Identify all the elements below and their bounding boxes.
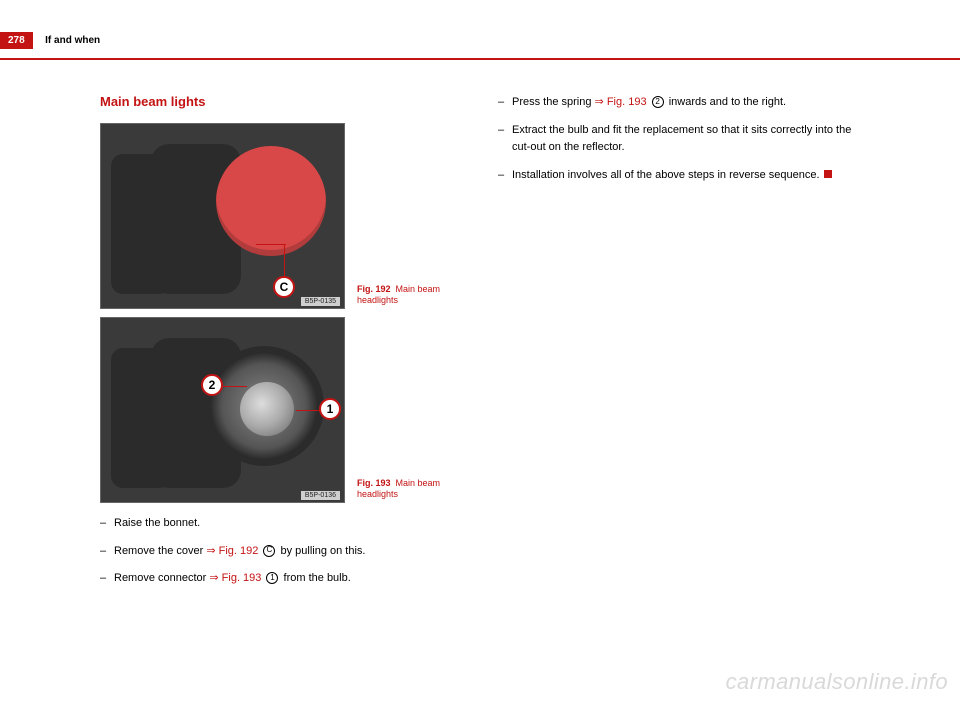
section-label: If and when — [45, 35, 100, 46]
left-steps-list: Raise the bonnet. Remove the cover ⇒ Fig… — [100, 515, 470, 588]
callout-2: 2 — [201, 374, 223, 396]
page-number-badge: 278 — [0, 32, 33, 49]
figure-192-caption: Fig. 192 Main beam headlights — [357, 284, 452, 307]
fig-reference: ⇒ Fig. 192 — [206, 545, 258, 557]
list-item: Press the spring ⇒ Fig. 193 2 inwards an… — [498, 94, 868, 112]
callout-ref-2: 2 — [652, 96, 664, 108]
callout-1: 1 — [319, 398, 341, 420]
step-text: Remove the cover — [114, 545, 206, 557]
right-column: Press the spring ⇒ Fig. 193 2 inwards an… — [498, 94, 868, 194]
left-column: Main beam lights C B5P-0135 Fig. 192 Mai… — [100, 94, 470, 598]
callout-c: C — [273, 276, 295, 298]
figure-193-image: 1 2 B5P-0136 — [100, 317, 345, 503]
fig-reference: ⇒ Fig. 193 — [209, 572, 261, 584]
watermark: carmanualsonline.info — [726, 669, 948, 695]
figure-193-caption: Fig. 193 Main beam headlights — [357, 478, 452, 501]
step-text: Installation involves all of the above s… — [512, 169, 820, 181]
figure-193-caption-num: Fig. 193 — [357, 478, 391, 488]
list-item: Raise the bonnet. — [100, 515, 470, 533]
step-text: by pulling on this. — [277, 545, 365, 557]
cover-cap-c — [216, 146, 326, 256]
step-text: from the bulb. — [280, 572, 350, 584]
figure-192-id: B5P-0135 — [301, 297, 340, 306]
step-text: Remove connector — [114, 572, 209, 584]
figure-193-block: 1 2 B5P-0136 Fig. 193 Main beam headligh… — [100, 317, 470, 503]
list-item: Extract the bulb and fit the replacement… — [498, 122, 868, 157]
figure-192-caption-num: Fig. 192 — [357, 284, 391, 294]
step-text: inwards and to the right. — [666, 96, 786, 108]
right-steps-list: Press the spring ⇒ Fig. 193 2 inwards an… — [498, 94, 868, 184]
header-rule — [0, 58, 960, 60]
list-item: Remove connector ⇒ Fig. 193 1 from the b… — [100, 570, 470, 588]
figure-192-block: C B5P-0135 Fig. 192 Main beam headlights — [100, 123, 470, 309]
figure-193-id: B5P-0136 — [301, 491, 340, 500]
bulb-well — [204, 346, 324, 466]
fig-reference: ⇒ Fig. 193 — [595, 96, 647, 108]
figure-192-image: C B5P-0135 — [100, 123, 345, 309]
subsection-heading: Main beam lights — [100, 94, 470, 109]
list-item: Installation involves all of the above s… — [498, 167, 868, 185]
callout-ref-1: 1 — [266, 572, 278, 584]
step-text: Press the spring — [512, 96, 595, 108]
page-header: 278 If and when — [0, 30, 960, 50]
end-of-section-icon — [824, 170, 832, 178]
callout-ref-c: C — [263, 545, 275, 557]
list-item: Remove the cover ⇒ Fig. 192 C by pulling… — [100, 543, 470, 561]
